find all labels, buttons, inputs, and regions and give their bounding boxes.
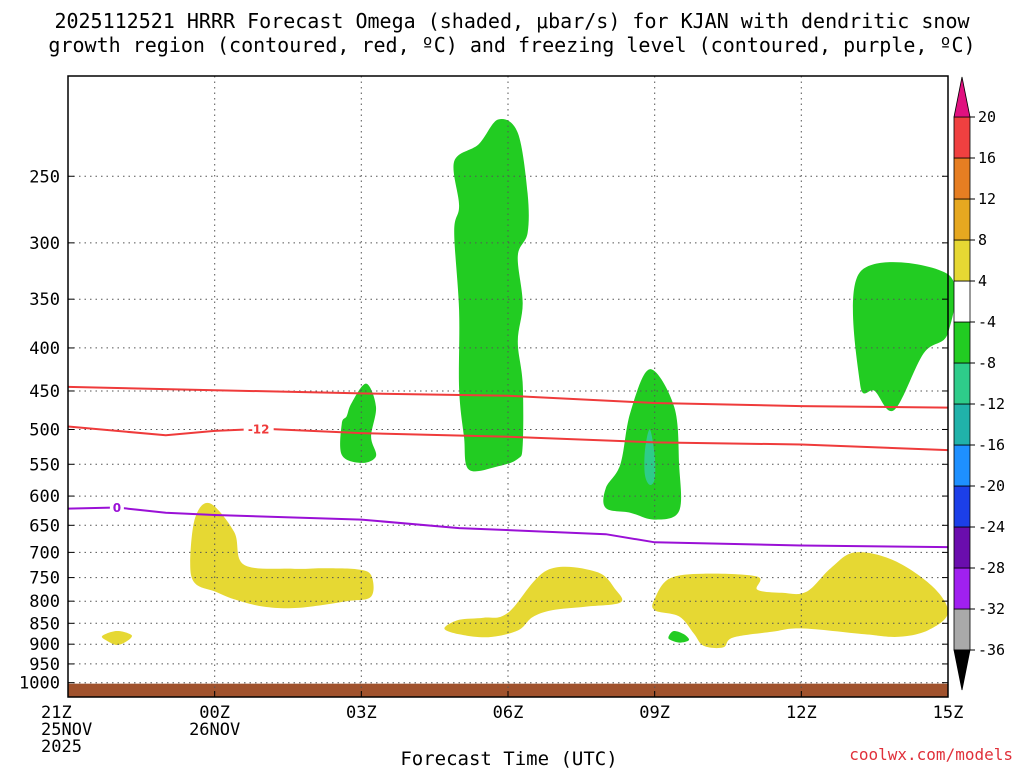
y-tick-label-400: 400 [29, 339, 60, 359]
y-tick-label-850: 850 [29, 614, 60, 634]
x-tick-label-9-0: 06Z [493, 703, 524, 723]
x-tick-label-6-0: 03Z [346, 703, 377, 723]
omega-shading [101, 118, 956, 649]
y-tick-label-950: 950 [29, 655, 60, 675]
credit-link[interactable]: coolwx.com/models [849, 745, 1013, 764]
colorbar-bin-12-to-16 [953, 157, 971, 200]
title-line-1: 2025112521 HRRR Forecast Omega (shaded, … [54, 9, 970, 33]
omega-rising-6 [668, 630, 690, 643]
y-tick-label-350: 350 [29, 290, 60, 310]
colorbar-bin--36-to--32 [953, 608, 971, 651]
contour-label-dgz-lower: -12 [248, 422, 270, 436]
colorbar-label--16: -16 [978, 436, 1005, 454]
x-tick-label-18-0: 15Z [933, 703, 964, 723]
ground-surface [68, 683, 948, 697]
colorbar-label--24: -24 [978, 518, 1005, 536]
omega-sinking-2 [444, 566, 623, 638]
colorbar-bin--32-to--28 [953, 567, 971, 610]
colorbar-label-20: 20 [978, 108, 996, 126]
omega-sinking-4 [652, 552, 949, 649]
omega-rising-4 [644, 429, 656, 486]
colorbar-label-16: 16 [978, 149, 996, 167]
y-axis-ticks: 2503003504004505005506006507007508008509… [19, 167, 948, 694]
colorbar-bin--12-to--8 [953, 362, 971, 405]
colorbar: -36 -32 -28 -24 -20 -16 -12 -8 -4 4 8 12 16 20 [953, 76, 1005, 691]
y-tick-label-900: 900 [29, 635, 60, 655]
colorbar-label--8: -8 [978, 354, 996, 372]
x-tick-label-0-0: 21Z [41, 703, 72, 723]
x-axis-label: Forecast Time (UTC) [400, 748, 617, 768]
contour-freezing-level [67, 506, 949, 549]
title-line-2: growth region (contoured, red, ºC) and f… [48, 33, 975, 57]
contours: -12 0 [67, 385, 949, 549]
y-tick-label-450: 450 [29, 382, 60, 402]
y-tick-label-750: 750 [29, 569, 60, 589]
grid [67, 76, 949, 697]
x-tick-label-15-0: 12Z [786, 703, 817, 723]
colorbar-bin--16-to--12 [953, 403, 971, 446]
colorbar-over-triangle [953, 76, 971, 118]
colorbar-label--28: -28 [978, 559, 1005, 577]
x-tick-label-3-0: 00Z [199, 703, 230, 723]
y-tick-label-300: 300 [29, 234, 60, 254]
contour-label-bg-freezing-level [109, 500, 124, 515]
x-tick-label-0-2: 2025 [41, 737, 82, 757]
ground-fill [68, 683, 948, 697]
colorbar-label--32: -32 [978, 600, 1005, 618]
colorbar-label--4: -4 [978, 313, 996, 331]
y-tick-label-500: 500 [29, 420, 60, 440]
y-tick-label-700: 700 [29, 543, 60, 563]
y-tick-label-550: 550 [29, 455, 60, 475]
contour-label-freezing-level: 0 [113, 501, 121, 515]
x-tick-label-0-1: 25NOV [41, 720, 92, 740]
colorbar-bin-4-to-8 [953, 239, 971, 282]
colorbar-bin-8-to-12 [953, 198, 971, 241]
colorbar-bin-16-to-20 [953, 116, 971, 159]
colorbar-label--12: -12 [978, 395, 1005, 413]
colorbar-label-8: 8 [978, 231, 987, 249]
contour-label-bg-dgz-lower [243, 421, 274, 436]
chart-title: 2025112521 HRRR Forecast Omega (shaded, … [48, 9, 975, 57]
omega-rising-3 [603, 369, 682, 520]
colorbar-label--36: -36 [978, 641, 1005, 659]
omega-rising-5 [852, 262, 956, 412]
y-tick-label-1000: 1000 [19, 674, 60, 694]
x-tick-label-12-0: 09Z [639, 703, 670, 723]
y-tick-label-800: 800 [29, 592, 60, 612]
colorbar-label-4: 4 [978, 272, 987, 290]
colorbar-label--20: -20 [978, 477, 1005, 495]
colorbar-bin--4-to-4 [953, 280, 971, 323]
contour-dgz-lower [67, 425, 949, 452]
omega-rising-1 [340, 383, 377, 463]
colorbar-bin--20-to--16 [953, 444, 971, 487]
omega-sinking-3 [101, 630, 132, 646]
colorbar-bin--24-to--20 [953, 485, 971, 528]
colorbar-under-triangle [953, 649, 971, 691]
y-tick-label-250: 250 [29, 167, 60, 187]
colorbar-bin--8-to--4 [953, 321, 971, 364]
omega-rising-2 [453, 118, 529, 472]
colorbar-label-12: 12 [978, 190, 996, 208]
y-tick-label-650: 650 [29, 516, 60, 536]
colorbar-bin--28-to--24 [953, 526, 971, 569]
x-tick-label-3-1: 26NOV [189, 720, 240, 740]
y-tick-label-600: 600 [29, 487, 60, 507]
omega-sinking-1 [190, 502, 374, 609]
contour-dgz-upper [67, 385, 949, 409]
